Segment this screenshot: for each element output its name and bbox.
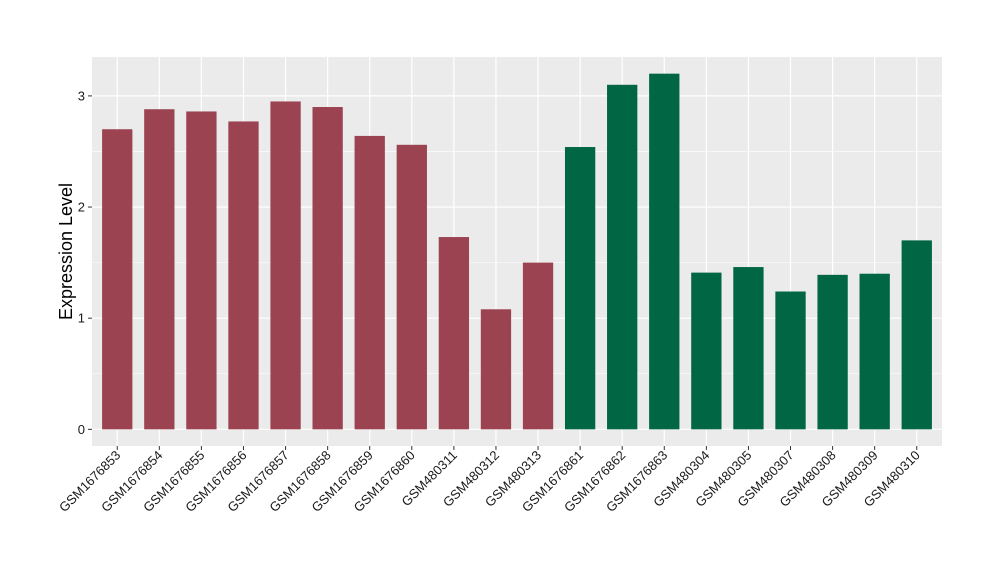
- bar: [186, 111, 217, 430]
- y-tick-label: 2: [78, 200, 85, 215]
- bar: [901, 240, 932, 430]
- bar: [480, 309, 512, 430]
- bar: [312, 107, 343, 430]
- bar: [691, 272, 722, 430]
- bar: [775, 291, 806, 430]
- bar: [354, 135, 385, 430]
- bar: [607, 84, 638, 430]
- y-tick-label: 1: [78, 311, 85, 326]
- bar: [564, 147, 596, 430]
- bar: [733, 267, 764, 430]
- plot-background: [92, 57, 942, 446]
- bar: [144, 109, 175, 430]
- y-axis-title: Expression Level: [56, 183, 76, 320]
- bar: [438, 237, 470, 430]
- y-tick-label: 0: [78, 422, 85, 437]
- bars: [102, 73, 932, 430]
- bar: [649, 73, 680, 430]
- bar: [522, 262, 554, 430]
- bar: [396, 144, 427, 430]
- bar: [859, 273, 890, 430]
- bar: [270, 101, 301, 430]
- bar: [102, 129, 133, 430]
- bar: [817, 274, 848, 430]
- y-tick-label: 3: [78, 88, 85, 103]
- bar: [228, 121, 259, 430]
